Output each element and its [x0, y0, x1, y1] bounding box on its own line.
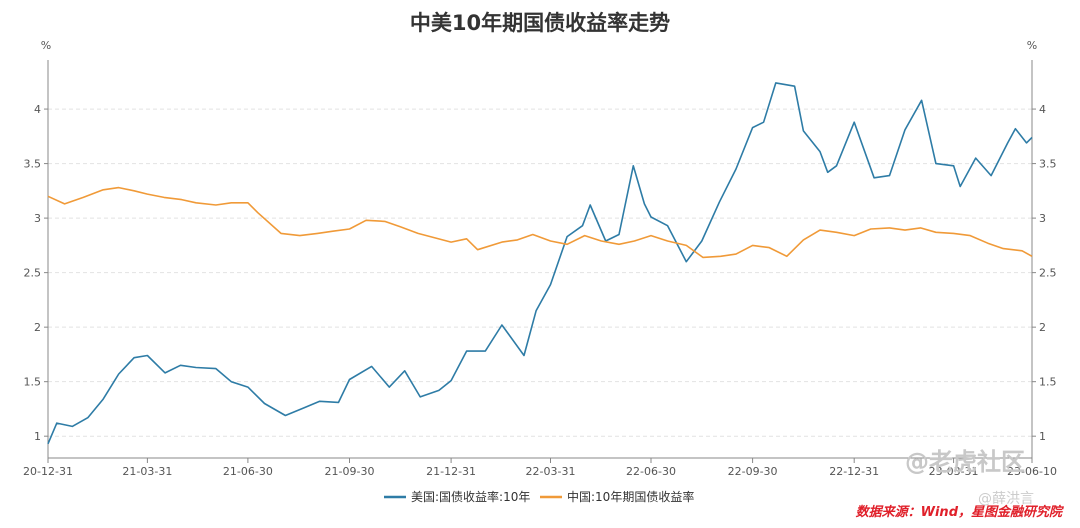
- source-note: 数据来源：Wind，星图金融研究院: [856, 504, 1065, 520]
- y-tick-label-right: 4: [1039, 103, 1046, 116]
- x-tick-label: 22-06-30: [626, 465, 676, 478]
- y-tick-label-left: 2.5: [24, 267, 42, 280]
- y-tick-label-left: 4: [34, 103, 41, 116]
- x-tick-label: 20-12-31: [23, 465, 73, 478]
- x-tick-label: 23-03-31: [929, 465, 979, 478]
- tick-labels: 1 1 1.5 1.5 2 2 2.5 2.5 3 3 3.5 3.5 4 4 20-12-31 21-03-…: [23, 103, 1057, 478]
- y-tick-label-right: 1.5: [1039, 376, 1057, 389]
- axes: [44, 60, 1036, 463]
- legend-cn-10y-label: 中国:10年期国债收益率: [567, 489, 694, 504]
- y-tick-label-right: 2: [1039, 321, 1046, 334]
- watermark: @老虎社区 @薛洪言: [905, 448, 1034, 507]
- series-line-us-10y: [47, 82, 1033, 445]
- legend-us-10y-label: 美国:国债收益率:10年: [411, 489, 530, 504]
- watermark-author: @薛洪言: [978, 491, 1034, 507]
- x-tick-label: 23-06-10: [1007, 465, 1057, 478]
- watermark-brand: @老虎社区: [905, 448, 1025, 476]
- y-tick-label-left: 2: [34, 321, 41, 334]
- x-tick-label: 21-06-30: [223, 465, 273, 478]
- y-tick-label-right: 3.5: [1039, 158, 1057, 171]
- x-tick-label: 21-03-31: [122, 465, 172, 478]
- y-tick-label-right: 3: [1039, 212, 1046, 225]
- x-tick-label: 21-09-30: [325, 465, 375, 478]
- x-tick-label: 22-03-31: [526, 465, 576, 478]
- y-tick-label-left: 1.5: [24, 376, 42, 389]
- right-axis-unit: %: [1027, 39, 1037, 52]
- series-group: [47, 82, 1033, 445]
- series-line-cn-10y: [47, 186, 1033, 259]
- x-tick-label: 21-12-31: [426, 465, 476, 478]
- chart-title: 中美10年期国债收益率走势: [410, 11, 670, 35]
- x-tick-label: 22-09-30: [728, 465, 778, 478]
- y-tick-label-left: 3.5: [24, 158, 42, 171]
- x-tick-label: 22-12-31: [829, 465, 879, 478]
- legend: 美国:国债收益率:10年 中国:10年期国债收益率: [384, 489, 694, 504]
- left-axis-unit: %: [41, 39, 51, 52]
- y-tick-label-left: 1: [34, 430, 41, 443]
- y-tick-label-right: 1: [1039, 430, 1046, 443]
- y-tick-label-right: 2.5: [1039, 267, 1057, 280]
- y-tick-label-left: 3: [34, 212, 41, 225]
- grid: [48, 108, 1032, 437]
